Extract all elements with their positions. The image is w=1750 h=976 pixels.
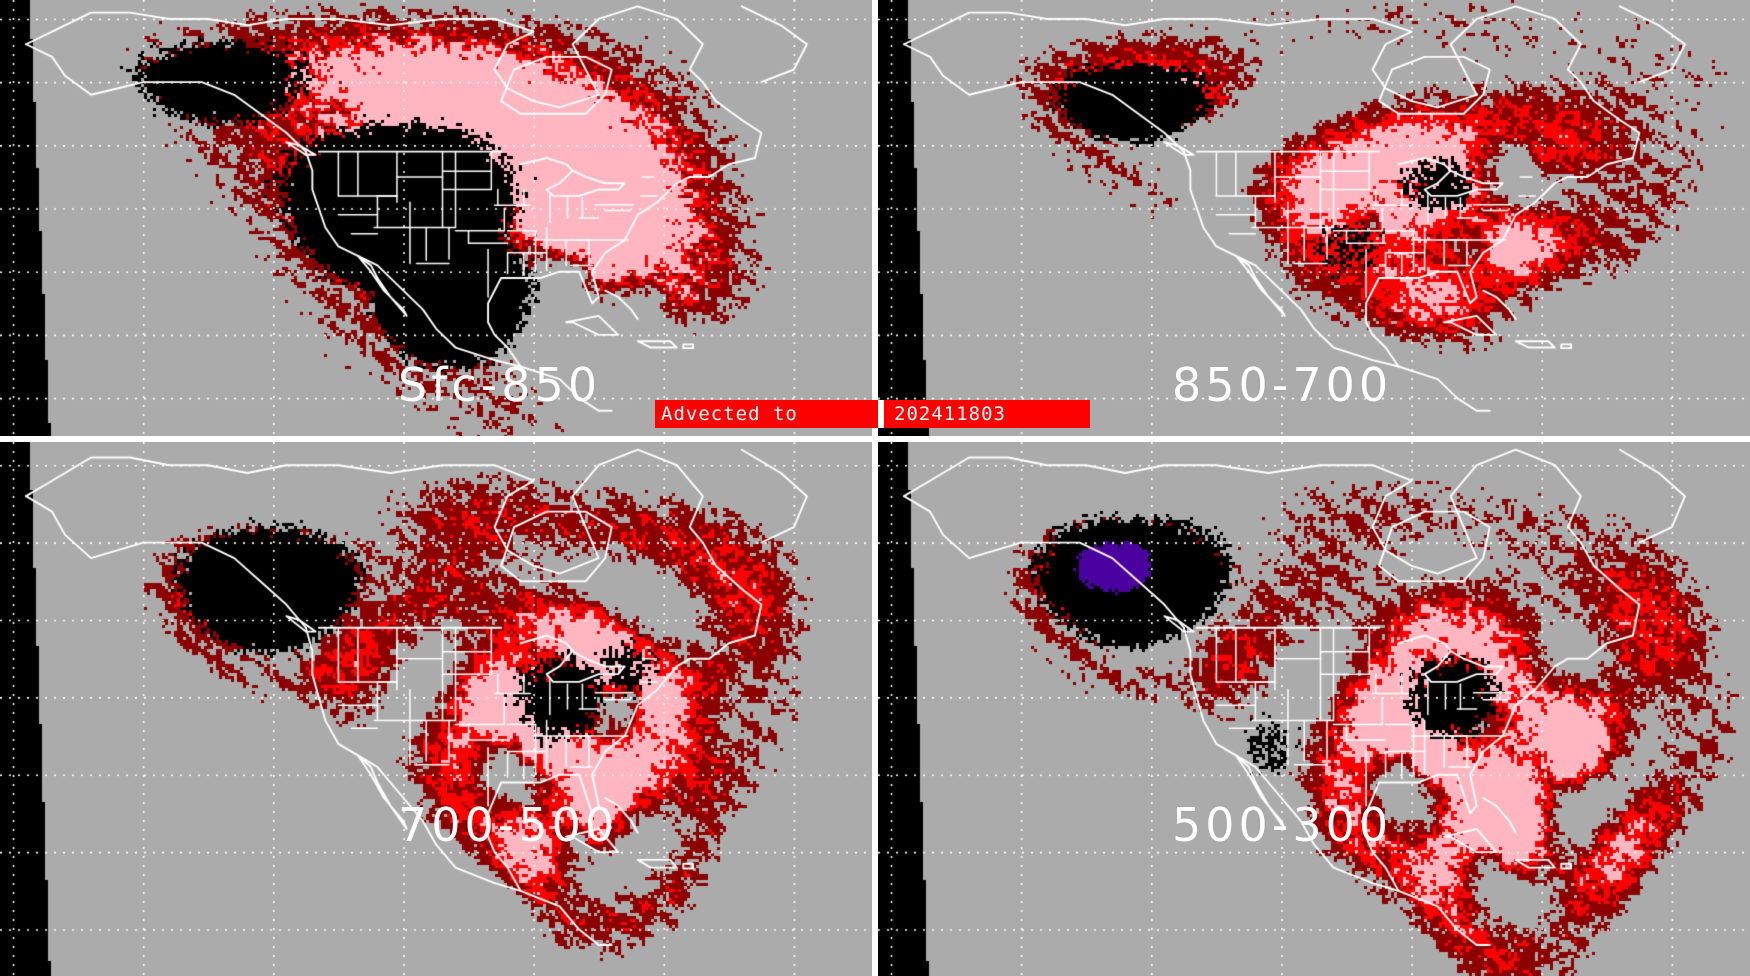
map-raster-500-300 xyxy=(878,442,1750,976)
panel-divider-vertical xyxy=(872,0,878,976)
panel-850-700[interactable] xyxy=(878,0,1750,436)
panel-label-500-300: 500-300 xyxy=(1172,798,1393,852)
map-raster-700-500 xyxy=(0,442,872,976)
banner-divider xyxy=(878,400,884,428)
panel-700-500[interactable] xyxy=(0,442,872,976)
map-raster-sfc-850 xyxy=(0,0,872,436)
panel-500-300[interactable] xyxy=(878,442,1750,976)
map-raster-850-700 xyxy=(878,0,1750,436)
panel-divider-horizontal xyxy=(0,436,1750,442)
advected-to-banner: Advected to 202411803 xyxy=(655,400,1090,428)
panel-sfc-850[interactable] xyxy=(0,0,872,436)
banner-datetime-value: 202411803 xyxy=(894,403,1006,425)
banner-prefix-label: Advected to xyxy=(661,403,798,425)
panel-label-sfc-850: Sfc-850 xyxy=(398,358,602,412)
banner-prefix-segment: Advected to xyxy=(655,400,878,428)
panel-label-850-700: 850-700 xyxy=(1172,358,1393,412)
banner-datetime-segment: 202411803 xyxy=(884,400,1090,428)
panel-label-700-500: 700-500 xyxy=(398,798,619,852)
